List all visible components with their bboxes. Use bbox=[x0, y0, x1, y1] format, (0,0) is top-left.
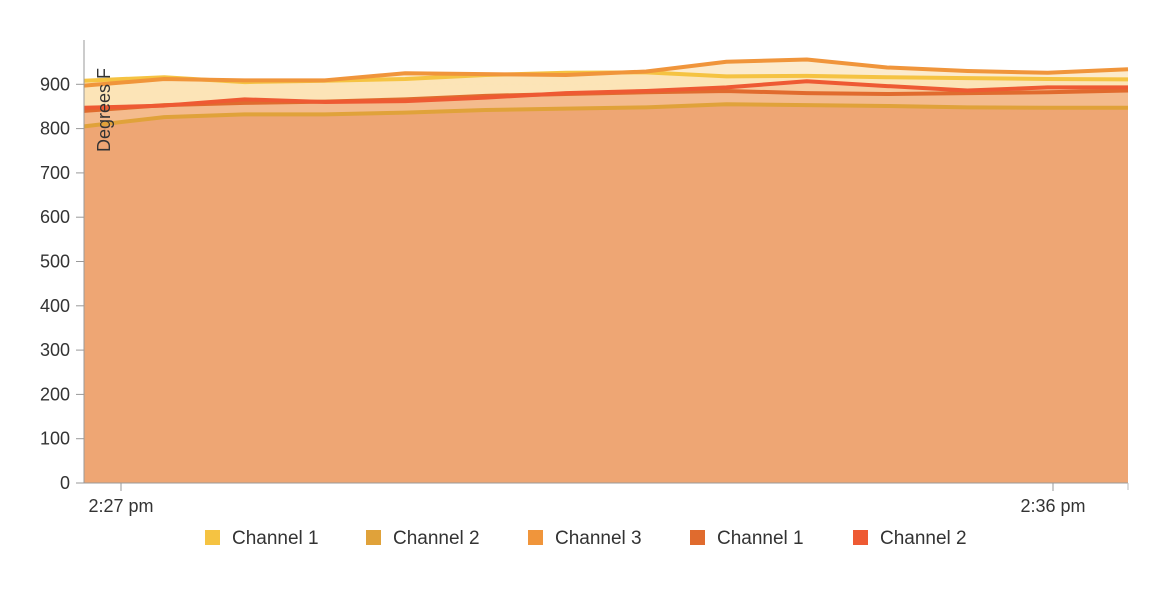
y-tick-label: 600 bbox=[40, 207, 70, 227]
legend[interactable]: Channel 1 Channel 2 Channel 3 Channel 1 Chan… bbox=[205, 528, 967, 549]
y-tick-label: 300 bbox=[40, 340, 70, 360]
legend-item[interactable]: Channel 1 bbox=[690, 528, 804, 549]
y-tick-label: 0 bbox=[60, 473, 70, 493]
y-tick-label: 200 bbox=[40, 384, 70, 404]
legend-item[interactable]: Channel 3 bbox=[528, 528, 642, 549]
legend-item[interactable]: Channel 2 bbox=[366, 528, 480, 549]
legend-label: Channel 3 bbox=[555, 528, 642, 549]
y-axis-title: Degrees F bbox=[94, 68, 114, 152]
y-tick-label: 500 bbox=[40, 252, 70, 272]
x-tick-label: 2:27 pm bbox=[88, 496, 153, 516]
y-tick-label: 400 bbox=[40, 296, 70, 316]
legend-item[interactable]: Channel 2 bbox=[853, 528, 967, 549]
series-line bbox=[83, 102, 1128, 129]
legend-label: Channel 2 bbox=[880, 528, 967, 549]
legend-swatch bbox=[528, 530, 543, 545]
axes: 0 100 200 300 400 500 600 700 800 900 2:27 pm 2:36 … bbox=[40, 40, 1129, 516]
legend-swatch bbox=[853, 530, 868, 545]
y-tick-label: 800 bbox=[40, 119, 70, 139]
legend-swatch bbox=[205, 530, 220, 545]
legend-label: Channel 1 bbox=[232, 528, 319, 549]
y-tick-label: 700 bbox=[40, 163, 70, 183]
series-line bbox=[83, 57, 1129, 88]
y-tick-label: 900 bbox=[40, 74, 70, 94]
series-line bbox=[83, 79, 1128, 110]
legend-swatch bbox=[366, 530, 381, 545]
legend-label: Channel 1 bbox=[717, 528, 804, 549]
series-areas bbox=[84, 59, 1128, 484]
base-area bbox=[84, 104, 1128, 484]
y-tick-label: 100 bbox=[40, 429, 70, 449]
legend-item[interactable]: Channel 1 bbox=[205, 528, 319, 549]
series-lines bbox=[83, 57, 1129, 129]
legend-swatch bbox=[690, 530, 705, 545]
legend-label: Channel 2 bbox=[393, 528, 480, 549]
x-tick-label: 2:36 pm bbox=[1020, 496, 1085, 516]
